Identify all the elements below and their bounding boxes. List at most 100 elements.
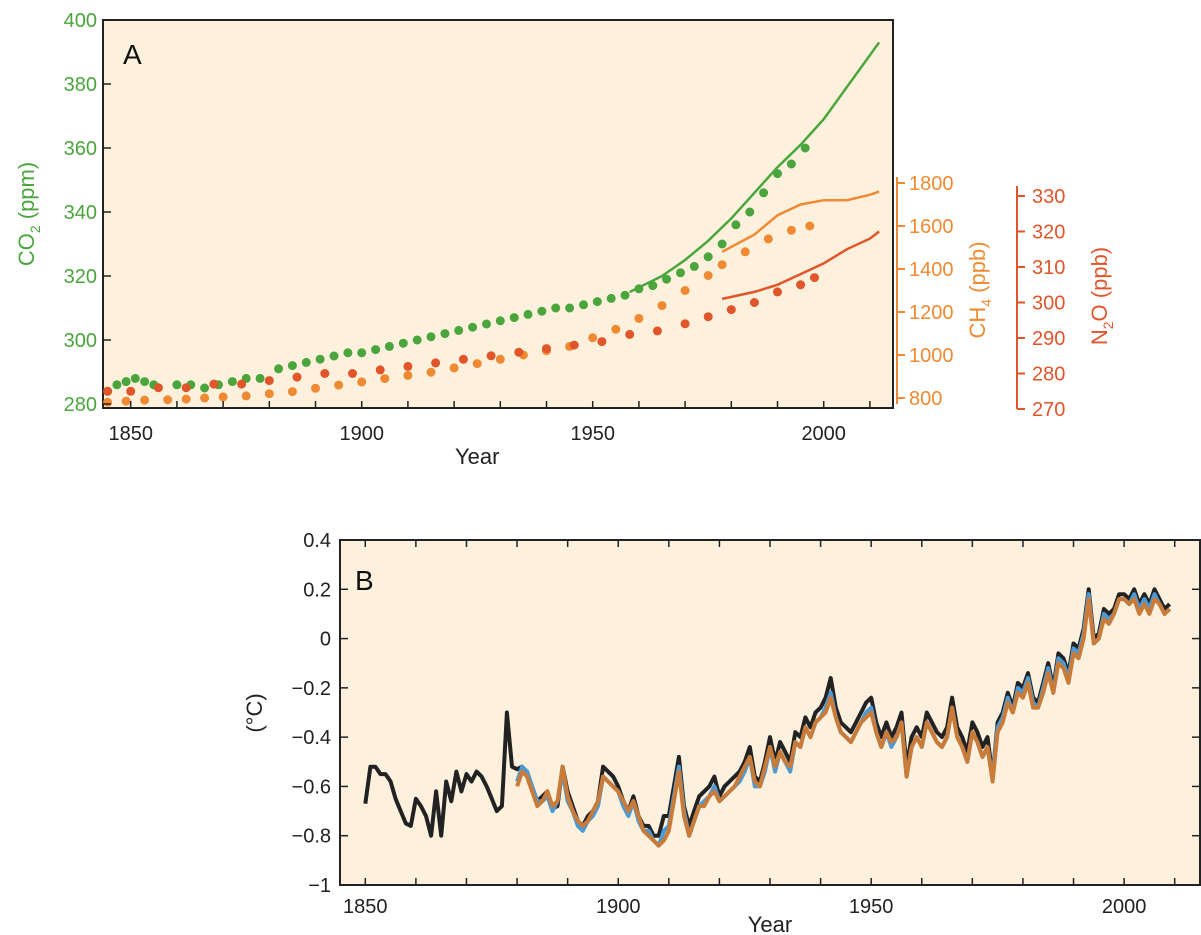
n2o-data-point: [126, 386, 136, 396]
co2-data-point: [482, 319, 491, 329]
ch4-data-point: [241, 391, 251, 401]
co2-tick-label: 400: [64, 10, 97, 32]
n2o-tick-label: 310: [1032, 257, 1065, 279]
b-y-tick-label: −0.6: [292, 776, 331, 798]
a-x-axis-title: Year: [455, 444, 499, 469]
n2o-data-point: [403, 361, 413, 371]
n2o-axis-title: N2O (ppb): [1087, 247, 1116, 345]
a-x-tick-label: 2000: [801, 423, 846, 445]
b-y-tick-label: 0: [320, 629, 331, 651]
co2-data-point: [140, 377, 150, 387]
b-y-tick-label: −1: [308, 875, 331, 897]
co2-data-point: [800, 143, 810, 153]
co2-data-point: [315, 354, 325, 364]
n2o-data-point: [569, 340, 579, 350]
n2o-data-point: [542, 344, 551, 354]
ch4-tick-label: 1800: [909, 173, 954, 195]
ch4-data-point: [805, 221, 815, 231]
b-y-axis-title: (°C): [242, 693, 267, 732]
co2-data-point: [745, 207, 755, 217]
a-x-tick-label: 1900: [339, 423, 384, 445]
n2o-data-point: [652, 326, 662, 336]
ch4-data-point: [311, 383, 320, 393]
b-y-tick-label: 0.2: [303, 579, 331, 601]
ch4-data-point: [287, 387, 297, 397]
co2-data-point: [786, 159, 796, 169]
ch4-data-point: [703, 271, 713, 280]
co2-data-point: [357, 348, 367, 358]
a-x-tick-label: 1950: [570, 423, 615, 445]
b-y-tick-label: −0.8: [292, 826, 331, 848]
co2-data-point: [329, 351, 339, 361]
n2o-data-point: [431, 358, 441, 368]
co2-data-point: [200, 383, 210, 393]
co2-data-point: [606, 293, 616, 303]
panel-a: A 1850 1900 1950 2000 Year 280 300 320 340 360 380…: [14, 10, 1116, 469]
n2o-data-point: [153, 383, 163, 393]
co2-data-point: [662, 274, 672, 284]
b-x-tick-label: 1850: [343, 896, 388, 918]
co2-data-point: [172, 380, 182, 390]
co2-data-point: [731, 220, 741, 230]
co2-data-point: [773, 169, 782, 179]
n2o-data-point: [514, 347, 524, 357]
co2-data-point: [703, 252, 713, 262]
co2-tick-label: 360: [64, 138, 97, 160]
ch4-data-point: [264, 389, 274, 399]
ch4-axis-title: CH4 (ppb): [965, 241, 994, 338]
co2-data-point: [287, 361, 297, 371]
panel-a-series: [103, 41, 881, 407]
n2o-data-point: [680, 319, 690, 329]
co2-data-point: [130, 373, 140, 383]
co2-data-point: [384, 341, 394, 351]
ch4-data-point: [357, 377, 367, 387]
co2-data-point: [495, 316, 505, 326]
n2o-data-point: [181, 383, 191, 393]
ch4-data-point: [121, 396, 131, 406]
co2-data-point: [620, 290, 630, 300]
n2o-data-point: [703, 312, 713, 322]
n2o-data-point: [320, 369, 330, 378]
n2o-data-point: [209, 379, 219, 389]
ch4-data-point: [200, 393, 210, 403]
ch4-data-point: [611, 324, 621, 334]
co2-data-point: [689, 261, 699, 271]
n2o-trend-line: [721, 230, 880, 301]
ch4-data-point: [717, 260, 727, 270]
n2o-data-point: [773, 287, 782, 297]
co2-data-point: [371, 345, 381, 355]
co2-data-point: [343, 348, 353, 358]
n2o-tick-label: 270: [1032, 399, 1065, 421]
panel-a-plot-area: [102, 19, 894, 409]
b-y-tick-label: −0.4: [292, 727, 331, 749]
n2o-data-point: [458, 354, 468, 364]
co2-tick-label: 340: [64, 202, 97, 224]
co2-data-point: [676, 268, 685, 278]
n2o-tick-label: 280: [1032, 364, 1065, 386]
co2-data-point: [426, 332, 436, 342]
co2-data-point: [440, 329, 450, 339]
co2-data-point: [634, 284, 644, 294]
ch4-tick-label: 1600: [909, 216, 954, 238]
co2-data-point: [551, 303, 561, 313]
b-y-tick-label: −0.2: [292, 678, 331, 700]
co2-data-point: [301, 357, 311, 367]
co2-data-point: [523, 309, 533, 319]
co2-tick-label: 320: [64, 266, 97, 288]
n2o-data-point: [348, 369, 357, 378]
co2-data-point: [509, 313, 519, 323]
ch4-tick-label: 1000: [909, 345, 954, 367]
co2-data-point: [717, 239, 727, 249]
co2-data-point: [412, 335, 422, 345]
co2-tick-label: 380: [64, 74, 97, 96]
ch4-data-point: [426, 367, 436, 377]
ch4-data-point: [588, 333, 598, 343]
ch4-data-point: [786, 225, 796, 235]
n2o-data-point: [375, 365, 385, 375]
panel-b-series: [363, 587, 1171, 848]
ch4-data-point: [140, 395, 150, 405]
n2o-data-point: [749, 298, 759, 307]
ch4-data-point: [740, 247, 750, 257]
n2o-data-point: [264, 376, 274, 386]
